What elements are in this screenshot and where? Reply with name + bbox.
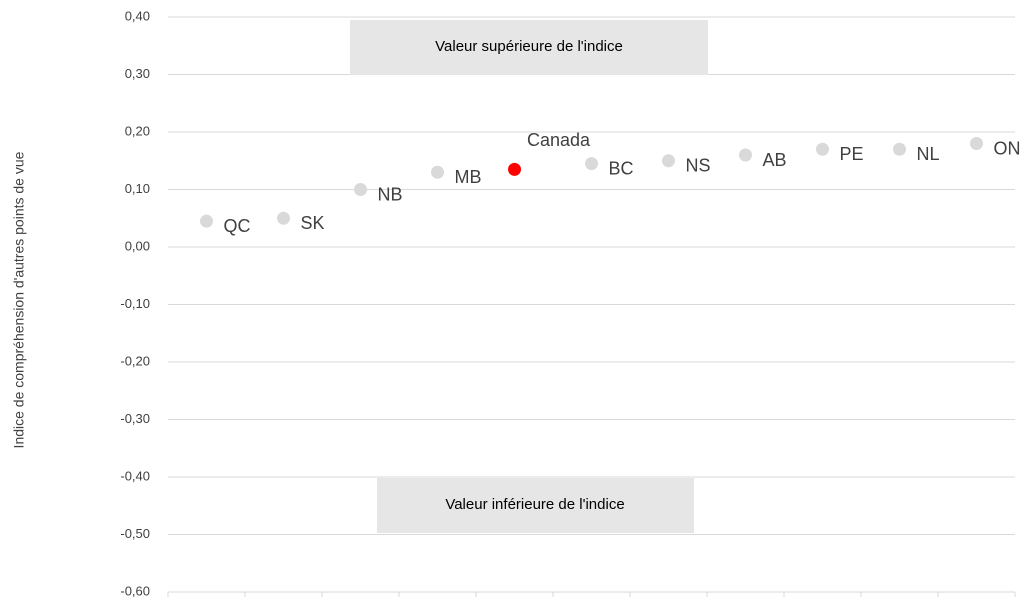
y-tick-label: -0,40 bbox=[120, 468, 150, 483]
dot bbox=[970, 137, 983, 150]
dot bbox=[893, 142, 906, 156]
dot bbox=[508, 162, 521, 176]
y-tick-label: 0,00 bbox=[125, 238, 150, 253]
y-tick-label: 0,40 bbox=[125, 8, 150, 23]
y-tick-label: -0,30 bbox=[120, 411, 150, 426]
y-tick-label: -0,60 bbox=[120, 583, 150, 597]
y-tick-label: -0,50 bbox=[120, 526, 150, 541]
dot bbox=[585, 157, 598, 171]
y-axis-label: Indice de compréhension d'autres points … bbox=[11, 151, 27, 448]
point-label: PE bbox=[840, 144, 864, 164]
dot bbox=[431, 165, 444, 179]
y-tick-label: -0,10 bbox=[120, 296, 150, 311]
point-label: ON bbox=[994, 138, 1021, 158]
dot bbox=[739, 148, 752, 162]
y-tick-label: 0,10 bbox=[125, 181, 150, 196]
dot bbox=[354, 183, 367, 196]
dot bbox=[662, 154, 675, 168]
point-label: AB bbox=[763, 150, 787, 170]
point-label: NS bbox=[686, 156, 711, 176]
point-label: BC bbox=[609, 158, 634, 178]
point-label: QC bbox=[224, 216, 251, 236]
y-tick-label: 0,30 bbox=[125, 66, 150, 81]
point-label: SK bbox=[301, 213, 325, 233]
point-label: MB bbox=[455, 167, 482, 187]
point-label: NB bbox=[378, 184, 403, 204]
dot bbox=[816, 142, 829, 156]
dot bbox=[200, 214, 213, 228]
y-tick-label: -0,20 bbox=[120, 353, 150, 368]
annotation-box bbox=[377, 478, 694, 533]
point-label: Canada bbox=[527, 130, 591, 150]
annotation: Valeur supérieure de l'indice bbox=[435, 38, 623, 55]
y-tick-label: 0,20 bbox=[125, 123, 150, 138]
annotation: Valeur inférieure de l'indice bbox=[445, 496, 624, 513]
point-label: NL bbox=[917, 144, 940, 164]
annotation-box bbox=[350, 20, 708, 75]
dot bbox=[277, 211, 290, 225]
